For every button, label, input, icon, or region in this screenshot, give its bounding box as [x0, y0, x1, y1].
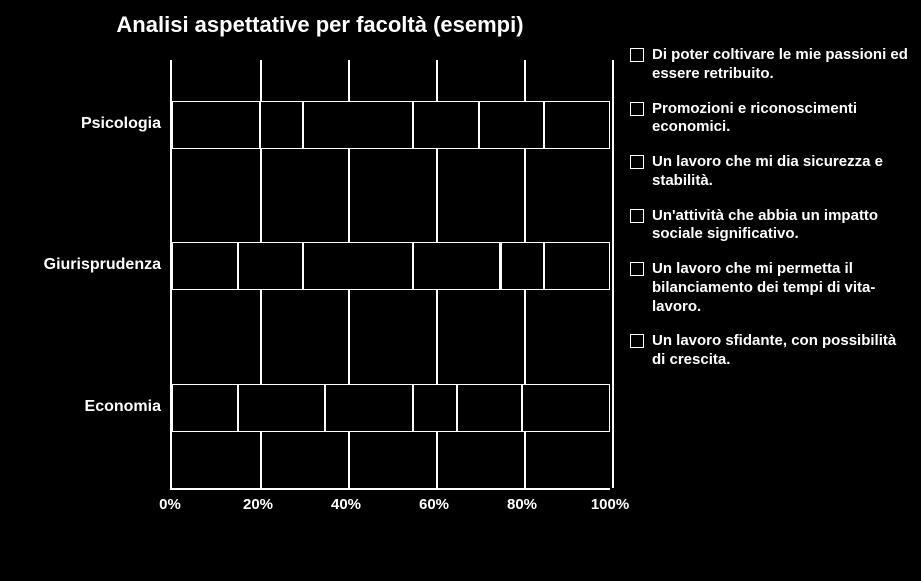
legend-label: Un lavoro che mi dia sicurezza e stabili… [652, 153, 910, 191]
chart-title: Analisi aspettative per facoltà (esempi) [0, 12, 640, 38]
y-axis-label: Economia [1, 398, 161, 416]
bar-segment [413, 384, 457, 432]
x-axis-tick: 60% [419, 496, 449, 581]
legend-item: Un lavoro che mi dia sicurezza e stabili… [630, 153, 910, 191]
bar-segment [413, 101, 479, 149]
legend-label: Di poter coltivare le mie passioni ed es… [652, 46, 910, 84]
x-axis-tick: 100% [591, 496, 629, 581]
bar-segment [238, 384, 326, 432]
gridline [612, 60, 614, 488]
bar-segment [522, 384, 610, 432]
bar-segment [544, 242, 610, 290]
bar-segment [413, 242, 501, 290]
legend-label: Promozioni e riconoscimenti economici. [652, 100, 910, 138]
legend-swatch [630, 48, 644, 62]
y-axis-label: Giurisprudenza [1, 256, 161, 274]
legend-label: Un lavoro che mi permetta il bilanciamen… [652, 260, 910, 316]
bar-row [172, 242, 610, 290]
bar-row [172, 384, 610, 432]
bar-segment [325, 384, 413, 432]
chart-container: Analisi aspettative per facoltà (esempi)… [0, 0, 921, 553]
bar-segment [544, 101, 610, 149]
bar-segment [457, 384, 523, 432]
legend-item: Un lavoro che mi permetta il bilanciamen… [630, 260, 910, 316]
y-axis-label: Psicologia [1, 115, 161, 133]
x-axis-tick: 0% [159, 496, 181, 581]
bar-segment [172, 242, 238, 290]
legend-label: Un lavoro sfidante, con possibilità di c… [652, 332, 910, 370]
bar-segment [260, 101, 304, 149]
legend-swatch [630, 209, 644, 223]
bar-segment [172, 384, 238, 432]
legend-item: Un'attività che abbia un impatto sociale… [630, 207, 910, 245]
x-axis-tick: 80% [507, 496, 537, 581]
bar-segment [303, 242, 413, 290]
legend: Di poter coltivare le mie passioni ed es… [630, 46, 910, 386]
x-axis-tick: 20% [243, 496, 273, 581]
legend-item: Promozioni e riconoscimenti economici. [630, 100, 910, 138]
bar-segment [479, 101, 545, 149]
bar-row [172, 101, 610, 149]
legend-swatch [630, 334, 644, 348]
legend-label: Un'attività che abbia un impatto sociale… [652, 207, 910, 245]
legend-item: Un lavoro sfidante, con possibilità di c… [630, 332, 910, 370]
legend-swatch [630, 262, 644, 276]
plot-area [170, 60, 610, 490]
bar-segment [172, 101, 260, 149]
legend-swatch [630, 155, 644, 169]
legend-swatch [630, 102, 644, 116]
x-axis-tick: 40% [331, 496, 361, 581]
bar-segment [303, 101, 413, 149]
bar-segment [238, 242, 304, 290]
bar-segment [501, 242, 545, 290]
legend-item: Di poter coltivare le mie passioni ed es… [630, 46, 910, 84]
